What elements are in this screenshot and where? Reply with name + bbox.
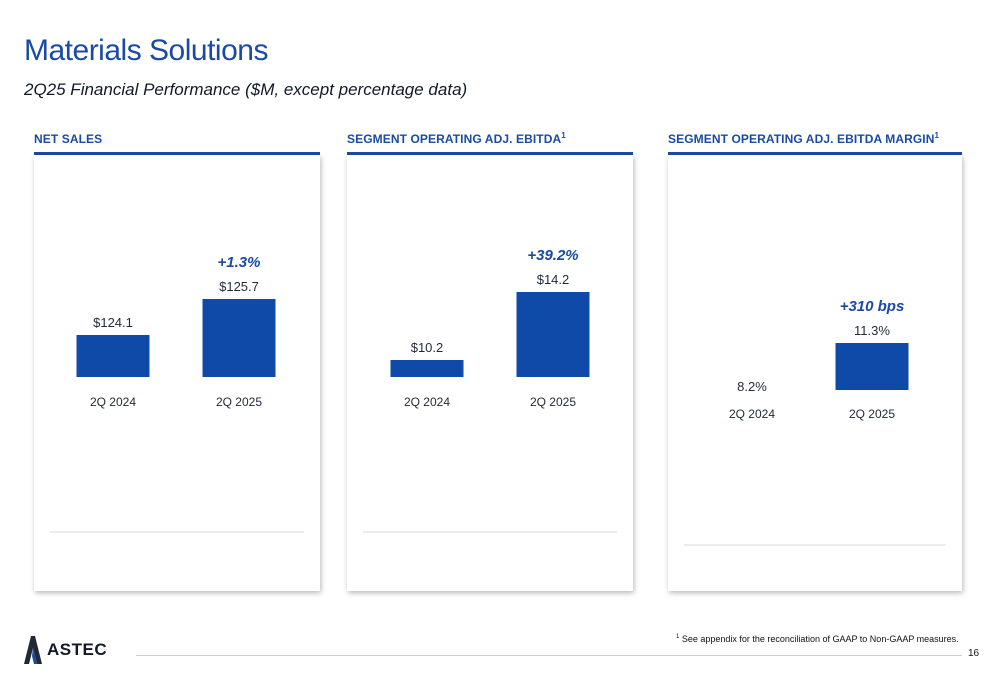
panel-heading-text: SEGMENT OPERATING ADJ. EBITDA [347,132,562,146]
data-label: $14.2 [537,272,570,287]
category-label: 2Q 2024 [729,407,775,421]
category-label: 2Q 2025 [530,395,576,409]
astec-logo-icon [24,636,42,664]
category-label: 2Q 2025 [849,407,895,421]
data-label: $10.2 [411,340,444,355]
bar-chart-svg: $124.1 2Q 2024 $125.7 2Q 2025 +1.3% [50,254,304,533]
panel-heading-text: NET SALES [34,132,103,146]
footnote-sup: 1 [676,634,680,640]
data-label: 8.2% [737,379,767,394]
bar-0 [390,360,464,377]
bar-0 [76,335,150,377]
bar-1 [202,299,276,377]
page-subtitle: 2Q25 Financial Performance ($M, except p… [24,80,468,99]
data-label: $125.7 [219,279,259,294]
panel-rule [668,152,962,155]
footnote-text: See appendix for the reconciliation of G… [681,634,959,644]
category-label: 2Q 2024 [404,395,450,409]
change-annotation: +310 bps [840,298,905,315]
panel-heading-sup: 1 [561,131,566,140]
bar-1 [835,343,909,390]
chart-panel-adj-ebitda: $10.2 2Q 2024 $14.2 2Q 2025 +39.2% [347,155,633,591]
panel-heading-text: SEGMENT OPERATING ADJ. EBITDA MARGIN [668,132,935,146]
panel-heading-adj-ebitda: SEGMENT OPERATING ADJ. EBITDA1 [347,131,566,146]
change-annotation: +1.3% [218,254,261,271]
panel-heading-ebitda-margin: SEGMENT OPERATING ADJ. EBITDA MARGIN1 [668,131,939,146]
bar-chart-svg: 8.2% 2Q 2024 11.3% 2Q 2025 +310 bps [684,298,946,546]
astec-logo: ASTEC [24,636,107,664]
panel-heading-net-sales: NET SALES [34,131,102,146]
category-label: 2Q 2025 [216,395,262,409]
panel-heading-sup: 1 [934,131,940,140]
panel-rule [34,152,320,155]
page-title: Materials Solutions [24,34,268,67]
footnote: 1 See appendix for the reconciliation of… [676,634,959,644]
change-annotation: +39.2% [527,247,578,264]
bar-1 [516,292,590,377]
chart-panel-ebitda-margin: 8.2% 2Q 2024 11.3% 2Q 2025 +310 bps [668,155,962,591]
data-label: 11.3% [854,323,890,338]
chart-panel-net-sales: $124.1 2Q 2024 $125.7 2Q 2025 +1.3% [34,155,320,591]
data-label: $124.1 [93,315,133,330]
category-label: 2Q 2024 [90,395,136,409]
panel-rule [347,152,633,155]
logo-text: ASTEC [47,640,108,659]
footer-divider [136,655,962,656]
bar-chart-svg: $10.2 2Q 2024 $14.2 2Q 2025 +39.2% [363,247,617,533]
page-number: 16 [968,648,980,659]
